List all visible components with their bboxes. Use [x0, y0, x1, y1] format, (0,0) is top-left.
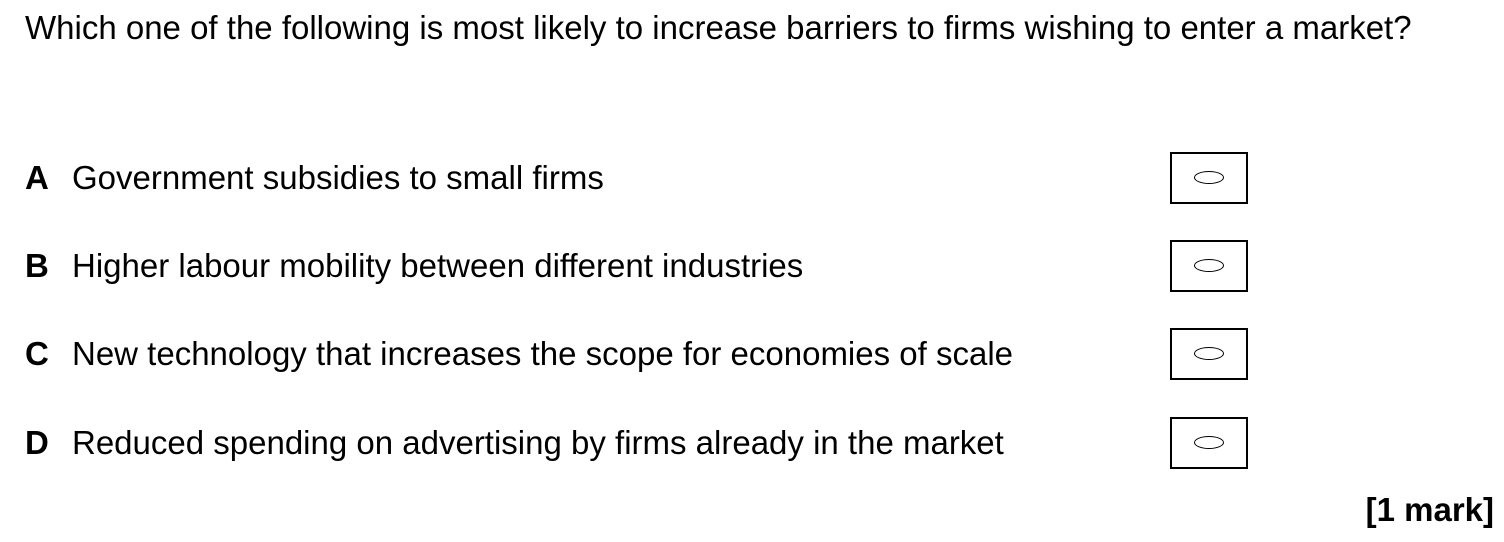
option-text: Higher labour mobility between different…: [72, 247, 804, 284]
option-c: C New technology that increases the scop…: [25, 328, 1265, 380]
answer-box-c[interactable]: [1170, 328, 1248, 380]
answer-box-b[interactable]: [1170, 240, 1248, 292]
option-b: B Higher labour mobility between differe…: [25, 240, 1265, 292]
answer-box-a[interactable]: [1170, 152, 1248, 204]
option-a: A Government subsidies to small firms: [25, 152, 1265, 204]
option-letter: D: [25, 424, 49, 461]
marks-label: [1 mark]: [1365, 491, 1494, 528]
answer-bubble-icon: [1194, 347, 1224, 360]
option-text: Government subsidies to small firms: [72, 159, 604, 196]
answer-box-d[interactable]: [1170, 417, 1248, 469]
option-text: New technology that increases the scope …: [72, 335, 1014, 372]
answer-bubble-icon: [1194, 436, 1224, 449]
answer-bubble-icon: [1194, 259, 1224, 272]
option-letter: C: [25, 335, 49, 372]
option-letter: A: [25, 159, 49, 196]
option-text: Reduced spending on advertising by firms…: [72, 424, 1004, 461]
option-letter: B: [25, 247, 49, 284]
option-d: D Reduced spending on advertising by fir…: [25, 417, 1265, 469]
answer-bubble-icon: [1194, 171, 1224, 184]
question-text: Which one of the following is most likel…: [25, 9, 1412, 46]
